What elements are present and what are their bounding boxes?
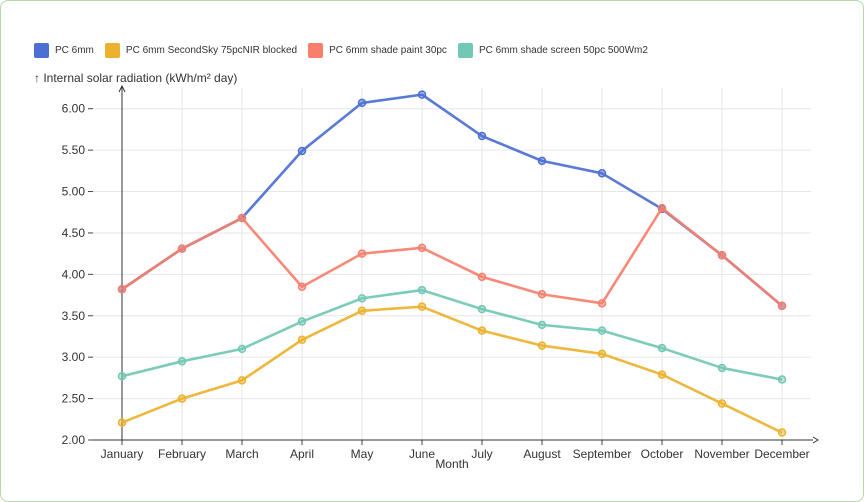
data-point[interactable] [597, 326, 607, 335]
y-tick-label: 2.50 [62, 392, 86, 406]
data-point[interactable] [657, 343, 667, 353]
series-line [121, 288, 783, 381]
data-point[interactable] [477, 304, 487, 314]
data-point[interactable] [297, 317, 307, 326]
data-point[interactable] [117, 285, 127, 294]
data-point[interactable] [357, 306, 367, 316]
data-point[interactable] [117, 418, 127, 427]
legend-swatch-shade-screen [457, 42, 473, 58]
legend-item-shade-paint[interactable]: PC 6mm shade paint 30pc [308, 42, 447, 58]
data-point[interactable] [417, 90, 427, 99]
data-point[interactable] [777, 375, 787, 384]
data-point[interactable] [417, 243, 427, 253]
data-point[interactable] [777, 428, 787, 437]
data-point[interactable] [597, 169, 607, 178]
x-tick-label-november: November [694, 447, 749, 461]
data-point[interactable] [237, 344, 247, 354]
data-point[interactable] [177, 394, 187, 403]
data-point[interactable] [537, 341, 547, 350]
series-pc-6mm-shade-screen-50pc-500wm2 [117, 285, 787, 384]
data-point[interactable] [297, 335, 307, 345]
legend-label-shade-paint: PC 6mm shade paint 30pc [329, 44, 447, 56]
x-axis-arrow [812, 436, 819, 444]
series-pc-6mm-shade-paint-30pc [117, 203, 787, 311]
data-point[interactable] [477, 326, 487, 335]
x-tick-label-september: September [573, 447, 632, 461]
y-tick-label: 4.50 [62, 226, 86, 240]
x-tick-label-june: June [409, 447, 435, 461]
data-point[interactable] [297, 146, 307, 156]
data-point[interactable] [357, 249, 367, 258]
x-tick-label-january: January [101, 447, 144, 461]
data-point[interactable] [657, 370, 667, 379]
data-point[interactable] [717, 399, 727, 408]
x-tick-label-may: May [351, 447, 374, 461]
x-tick-label-february: February [158, 447, 206, 461]
data-point[interactable] [537, 156, 547, 166]
legend-swatch-pc-6mm [34, 42, 49, 58]
x-tick-label-december: December [754, 447, 809, 461]
legend: PC 6mm PC 6mm SecondSky 75pcNIR blocked … [34, 41, 659, 59]
x-tick-label-october: October [641, 447, 684, 461]
data-point[interactable] [657, 203, 667, 213]
data-point[interactable] [357, 294, 367, 303]
data-point[interactable] [597, 349, 607, 359]
y-tick-label: 6.00 [62, 102, 86, 116]
legend-swatch-secondsky [104, 42, 120, 58]
data-point[interactable] [237, 376, 247, 385]
data-point[interactable] [177, 357, 187, 366]
x-tick-label-august: August [523, 447, 561, 461]
data-point[interactable] [717, 251, 727, 260]
legend-item-secondsky[interactable]: PC 6mm SecondSky 75pcNIR blocked [104, 42, 298, 58]
legend-item-pc-6mm[interactable]: PC 6mm [34, 42, 94, 58]
y-tick-label: 3.00 [62, 350, 86, 364]
x-tick-label-april: April [290, 447, 314, 461]
data-point[interactable] [477, 272, 487, 282]
axes: 2.00 2.50 3.00 3.50 4.00 4.50 5.00 5.50 6.00 Janu… [62, 84, 819, 461]
legend-swatch-shade-paint [308, 42, 324, 58]
data-point[interactable] [357, 98, 367, 108]
x-axis-title: Month [435, 457, 468, 471]
data-point[interactable] [597, 299, 607, 308]
data-point[interactable] [117, 371, 127, 381]
legend-label-secondsky: PC 6mm SecondSky 75pcNIR blocked [125, 44, 298, 56]
data-point[interactable] [417, 302, 427, 311]
data-point[interactable] [537, 320, 547, 330]
data-point[interactable] [177, 244, 187, 253]
y-tick-label: 4.00 [62, 267, 86, 281]
y-axis-arrow [118, 84, 126, 93]
y-tick-label: 5.00 [62, 185, 86, 199]
data-point[interactable] [717, 363, 727, 373]
data-point[interactable] [777, 301, 787, 311]
series [117, 90, 787, 437]
legend-label-pc-6mm: PC 6mm [55, 44, 94, 56]
data-point[interactable] [297, 282, 307, 292]
legend-label-shade-screen: PC 6mm shade screen 50pc 500Wm2 [478, 44, 648, 56]
y-tick-label: 3.50 [62, 309, 86, 323]
data-point[interactable] [537, 289, 547, 299]
legend-item-shade-screen[interactable]: PC 6mm shade screen 50pc 500Wm2 [457, 42, 648, 58]
y-tick-label: 2.00 [62, 433, 86, 447]
series-pc-6mm-secondsky-75pcnir-blocked [117, 302, 787, 437]
series-pc-6mm [117, 90, 787, 311]
series-line [121, 206, 783, 307]
data-point[interactable] [237, 213, 247, 223]
data-point[interactable] [477, 131, 487, 141]
data-point[interactable] [417, 285, 427, 295]
grid [93, 88, 811, 440]
x-tick-label-july: July [471, 447, 492, 461]
y-tick-label: 5.50 [62, 143, 86, 157]
series-line [121, 305, 783, 434]
y-axis-title: ↑ Internal solar radiation (kWh/m² day) [34, 71, 237, 85]
x-tick-label-march: March [225, 447, 258, 461]
